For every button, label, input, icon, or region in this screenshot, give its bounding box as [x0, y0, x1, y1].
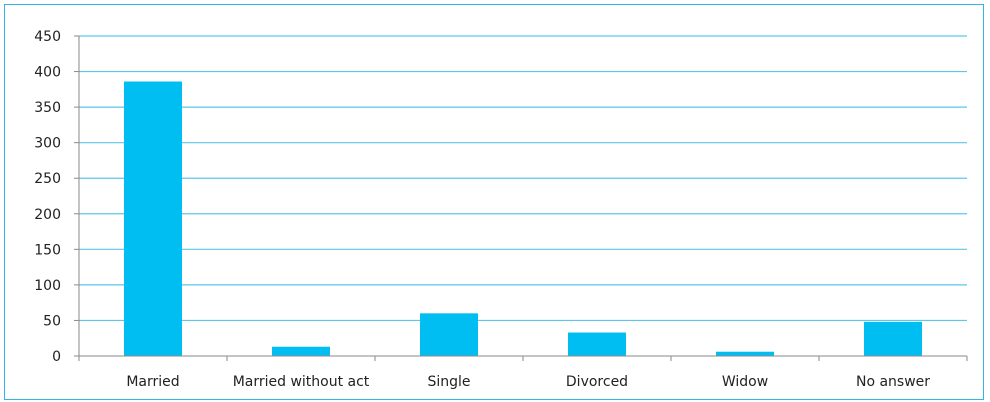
x-tick-label: No answer: [856, 374, 930, 390]
y-axis-ticks: 0 50 100 150 200 250 300 350 400 450: [34, 29, 61, 365]
bar-married-without-act: [272, 346, 330, 356]
y-tick-label: 450: [34, 29, 61, 45]
y-tick-label: 0: [52, 349, 61, 365]
x-axis-labels: Married Married without act Single Divorced…: [126, 374, 930, 390]
x-tick-label: Divorced: [566, 374, 628, 390]
bar-married: [124, 81, 182, 356]
x-tick-label: Widow: [722, 374, 768, 390]
gridlines: [79, 35, 967, 322]
y-tick-label: 400: [34, 65, 61, 81]
bar-widow: [716, 351, 774, 356]
y-tick-label: 50: [43, 313, 61, 329]
x-tick-label: Single: [427, 374, 470, 390]
y-tick-label: 150: [34, 242, 61, 258]
bar-divorced: [568, 332, 626, 356]
x-tick-label: Married without act: [233, 374, 370, 390]
bars: [124, 81, 922, 356]
y-tick-label: 250: [34, 171, 61, 187]
y-tick-label: 100: [34, 278, 61, 294]
bar-no-answer: [864, 321, 922, 356]
y-tick-label: 350: [34, 100, 61, 116]
y-tick-label: 200: [34, 207, 61, 223]
y-tick-label: 300: [34, 136, 61, 152]
axes: [74, 35, 968, 361]
x-tick-label: Married: [126, 374, 179, 390]
bar-single: [420, 313, 478, 356]
